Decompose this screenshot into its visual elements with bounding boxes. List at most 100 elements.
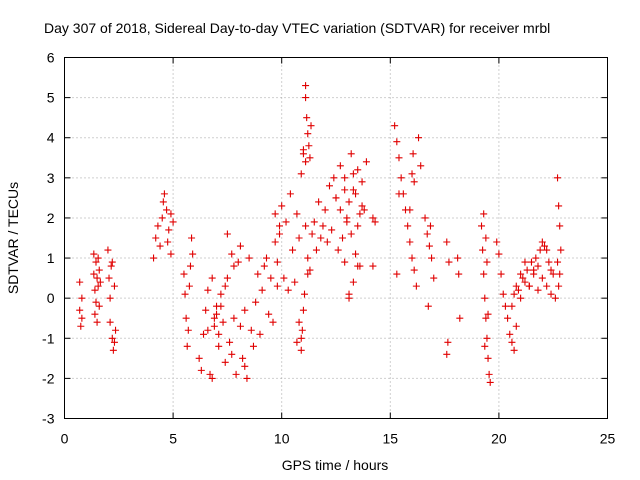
data-point xyxy=(76,278,84,286)
data-point xyxy=(332,194,340,202)
data-point xyxy=(484,354,492,362)
data-point xyxy=(483,258,491,266)
data-point xyxy=(94,282,102,290)
data-point xyxy=(415,134,423,142)
data-point xyxy=(241,362,249,370)
data-point xyxy=(421,214,429,222)
data-point xyxy=(339,234,347,242)
data-point xyxy=(334,246,342,254)
data-point xyxy=(210,322,218,330)
y-tick-labels: -3 -2 -1 0 1 2 3 4 5 6 xyxy=(42,50,55,427)
data-point xyxy=(306,154,314,162)
data-point xyxy=(349,278,357,286)
data-point xyxy=(185,282,193,290)
data-point xyxy=(239,354,247,362)
data-point xyxy=(493,238,501,246)
data-point xyxy=(215,330,223,338)
data-point xyxy=(112,326,120,334)
data-point xyxy=(165,226,173,234)
data-point xyxy=(323,238,331,246)
data-point xyxy=(456,314,464,322)
data-point xyxy=(262,254,270,262)
data-point xyxy=(495,250,503,258)
data-point xyxy=(321,206,329,214)
data-point xyxy=(543,246,551,254)
data-point xyxy=(108,334,116,342)
data-point xyxy=(234,258,242,266)
data-point xyxy=(304,130,312,138)
y-tick-label: 5 xyxy=(47,90,55,106)
x-tick-label: 10 xyxy=(274,431,290,447)
data-point xyxy=(534,286,542,294)
data-point xyxy=(547,266,555,274)
data-point xyxy=(77,322,85,330)
data-point xyxy=(92,298,100,306)
data-point xyxy=(297,346,305,354)
y-tick-label: -2 xyxy=(42,370,55,386)
data-point xyxy=(481,294,489,302)
data-point xyxy=(514,286,522,294)
data-point xyxy=(406,238,414,246)
data-point xyxy=(95,266,103,274)
data-point xyxy=(478,222,486,230)
data-point xyxy=(195,354,203,362)
data-point xyxy=(215,342,223,350)
data-point xyxy=(360,206,368,214)
data-point xyxy=(232,370,240,378)
data-point xyxy=(393,270,401,278)
x-tick-label: 20 xyxy=(491,431,507,447)
data-point xyxy=(408,254,416,262)
data-point xyxy=(336,206,344,214)
data-point xyxy=(243,374,251,382)
data-point xyxy=(206,370,214,378)
data-point xyxy=(104,246,112,254)
plot-frame xyxy=(64,57,608,419)
data-point xyxy=(305,142,313,150)
data-point xyxy=(486,378,494,386)
data-point xyxy=(362,158,370,166)
data-point xyxy=(428,254,436,262)
data-point xyxy=(163,206,171,214)
data-point xyxy=(273,258,281,266)
data-point xyxy=(167,210,175,218)
data-point xyxy=(160,190,168,198)
data-point xyxy=(226,338,234,346)
data-point xyxy=(189,250,197,258)
data-point xyxy=(319,222,327,230)
data-point xyxy=(317,234,325,242)
data-point xyxy=(200,330,208,338)
data-point xyxy=(532,254,540,262)
data-point xyxy=(298,326,306,334)
data-point xyxy=(297,170,305,178)
data-point xyxy=(245,254,253,262)
data-point xyxy=(484,310,492,318)
data-point xyxy=(183,342,191,350)
data-point xyxy=(482,314,490,322)
data-point xyxy=(328,226,336,234)
y-tick-label: 0 xyxy=(47,290,55,306)
data-point xyxy=(213,302,221,310)
data-point xyxy=(236,242,244,250)
data-point xyxy=(78,294,86,302)
data-point xyxy=(213,310,221,318)
data-point xyxy=(556,270,564,278)
data-point xyxy=(221,282,229,290)
data-point xyxy=(506,330,514,338)
data-point xyxy=(512,322,520,330)
data-point xyxy=(480,210,488,218)
data-point xyxy=(336,162,344,170)
data-point xyxy=(260,262,268,270)
data-point xyxy=(508,338,516,346)
data-point xyxy=(519,274,527,282)
data-point xyxy=(302,158,310,166)
data-point xyxy=(547,290,555,298)
data-point xyxy=(545,258,553,266)
data-point xyxy=(181,290,189,298)
data-point xyxy=(508,302,516,310)
data-point xyxy=(158,214,166,222)
data-point xyxy=(256,330,264,338)
data-point xyxy=(276,230,284,238)
data-point xyxy=(523,266,531,274)
data-point xyxy=(182,314,190,322)
data-point xyxy=(271,210,279,218)
